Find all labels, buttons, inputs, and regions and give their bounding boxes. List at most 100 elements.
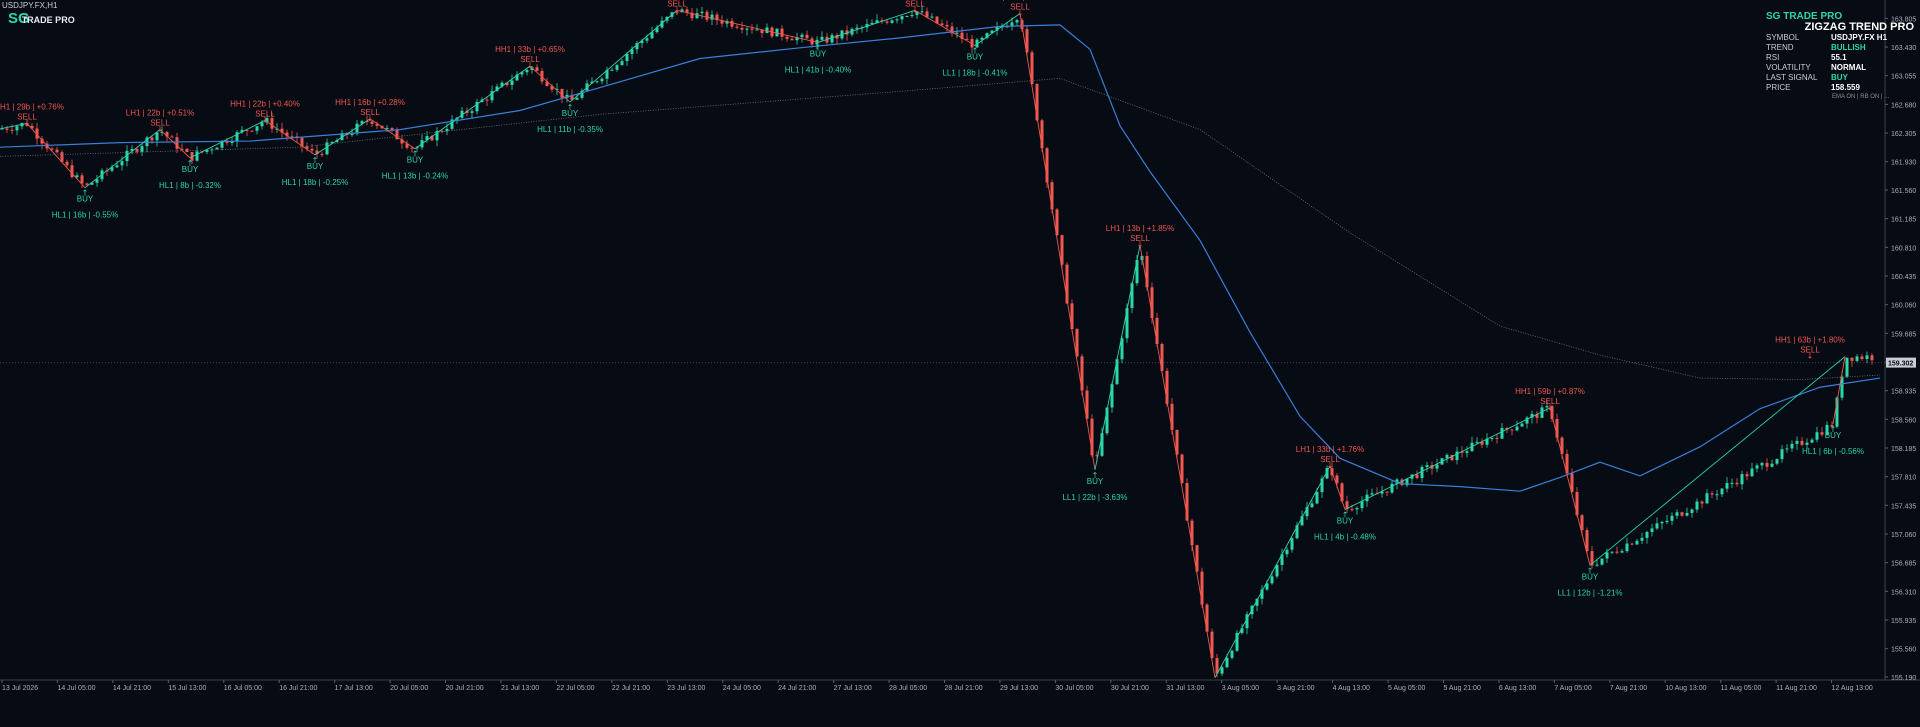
candle-body <box>1535 413 1539 418</box>
x-tick-label: 14 Jul 21:00 <box>113 685 151 692</box>
candle-body <box>550 85 554 90</box>
candle-body <box>1650 528 1654 533</box>
candle-body <box>925 11 929 18</box>
candle-body <box>1805 442 1809 445</box>
candle-body <box>1370 493 1374 495</box>
candle-body <box>1700 501 1704 504</box>
candle-body <box>645 38 649 41</box>
candle-body <box>740 27 744 30</box>
candle-body <box>865 23 869 28</box>
buy-arrow-icon: ↑ <box>815 43 822 52</box>
panel-row-rsi: RSI 55.1 <box>1766 53 1847 62</box>
panel-row-last-signal: LAST SIGNAL BUY <box>1766 73 1848 82</box>
candle-body <box>1245 614 1249 629</box>
candle-body <box>1680 512 1684 516</box>
x-tick-label: 10 Aug 13:00 <box>1665 685 1706 692</box>
x-tick-label: 24 Jul 05:00 <box>723 685 761 692</box>
candle-body <box>1480 441 1484 445</box>
candle-body <box>930 16 934 18</box>
candle-body <box>855 27 859 29</box>
zigzag-segment <box>26 123 86 189</box>
candle-body <box>1530 413 1534 418</box>
candle-body <box>1770 463 1774 467</box>
candle-body <box>660 20 664 28</box>
candle-body <box>1435 464 1439 469</box>
sell-label: H1 | 29b | +0.76% <box>0 102 64 111</box>
candle-body <box>250 130 254 132</box>
candle-body <box>1180 454 1184 483</box>
candle-body <box>1780 449 1784 460</box>
sell-arrow-icon: ↓ <box>1137 240 1144 249</box>
sell-label: SELL <box>667 0 687 8</box>
sell-label: SELL <box>1320 455 1340 464</box>
buy-label: BUY <box>182 165 199 174</box>
candle-body <box>315 150 319 155</box>
buy-arrow-icon: ↑ <box>1830 425 1837 434</box>
candle-body <box>1550 406 1554 420</box>
panel-row-volatility: VOLATILITY NORMAL <box>1766 63 1867 72</box>
candle-body <box>1085 390 1089 419</box>
candle-body <box>1675 512 1679 516</box>
candle-body <box>1790 443 1794 449</box>
x-tick-label: 14 Jul 05:00 <box>57 685 95 692</box>
candle-body <box>520 72 524 75</box>
candle-body <box>1210 631 1214 658</box>
candle-body <box>675 12 679 14</box>
candle-body <box>690 12 694 19</box>
candle-body <box>1000 26 1004 28</box>
x-tick-label: 22 Jul 05:00 <box>556 685 594 692</box>
buy-label: LL1 | 22b | -3.63% <box>1062 493 1127 502</box>
candle-body <box>1300 516 1304 526</box>
candle-body <box>1385 491 1389 493</box>
y-tick-label: 163.055 <box>1891 74 1916 81</box>
candle-body <box>1120 338 1124 360</box>
sell-arrow-icon: ↓ <box>262 115 269 124</box>
candle-body <box>490 91 494 101</box>
candle-body <box>1585 530 1589 552</box>
candle-body <box>165 131 169 137</box>
sell-label: LH1 | 12b | +0.38% <box>986 0 1054 1</box>
candle-body <box>55 149 59 153</box>
current-price-label: 159.302 <box>1888 361 1913 368</box>
candle-body <box>1445 454 1449 459</box>
candle-body <box>685 9 689 13</box>
sell-arrow-icon: ↓ <box>24 118 31 127</box>
y-tick-label: 160.810 <box>1891 245 1916 252</box>
candle-body <box>1695 501 1699 510</box>
candle-body <box>460 110 464 118</box>
y-tick-label: 155.560 <box>1891 647 1916 654</box>
candle-body <box>965 38 969 40</box>
candle-body <box>780 28 784 37</box>
candle-body <box>1270 576 1274 584</box>
candle-body <box>1455 451 1459 461</box>
candle-body <box>530 67 534 71</box>
candle-body <box>175 137 179 149</box>
zigzag-segment <box>1019 13 1096 470</box>
candle-body <box>1645 532 1649 538</box>
candle-body <box>1125 308 1129 339</box>
candle-body <box>75 175 79 178</box>
candle-body <box>590 81 594 84</box>
candle-body <box>65 161 69 166</box>
candle-body <box>1825 424 1829 435</box>
candle-body <box>1340 483 1344 502</box>
candle-body <box>450 119 454 129</box>
sell-label: SELL <box>520 55 540 64</box>
zigzag-segment <box>0 123 28 130</box>
candle-body <box>795 37 799 41</box>
candle-body <box>510 80 514 86</box>
sell-label: SELL <box>905 0 925 8</box>
candle-body <box>905 15 909 17</box>
candle-body <box>525 70 529 73</box>
candle-body <box>655 27 659 33</box>
panel-row-symbol: SYMBOL USDJPY.FX H1 <box>1766 33 1888 42</box>
buy-label: BUY <box>407 156 424 165</box>
candle-body <box>85 183 89 185</box>
candle-body <box>285 132 289 137</box>
candle-body <box>1485 438 1489 445</box>
candle-body <box>160 131 164 133</box>
candle-body <box>1015 20 1019 23</box>
candle-body <box>1520 423 1524 427</box>
candle-body <box>1510 429 1514 431</box>
